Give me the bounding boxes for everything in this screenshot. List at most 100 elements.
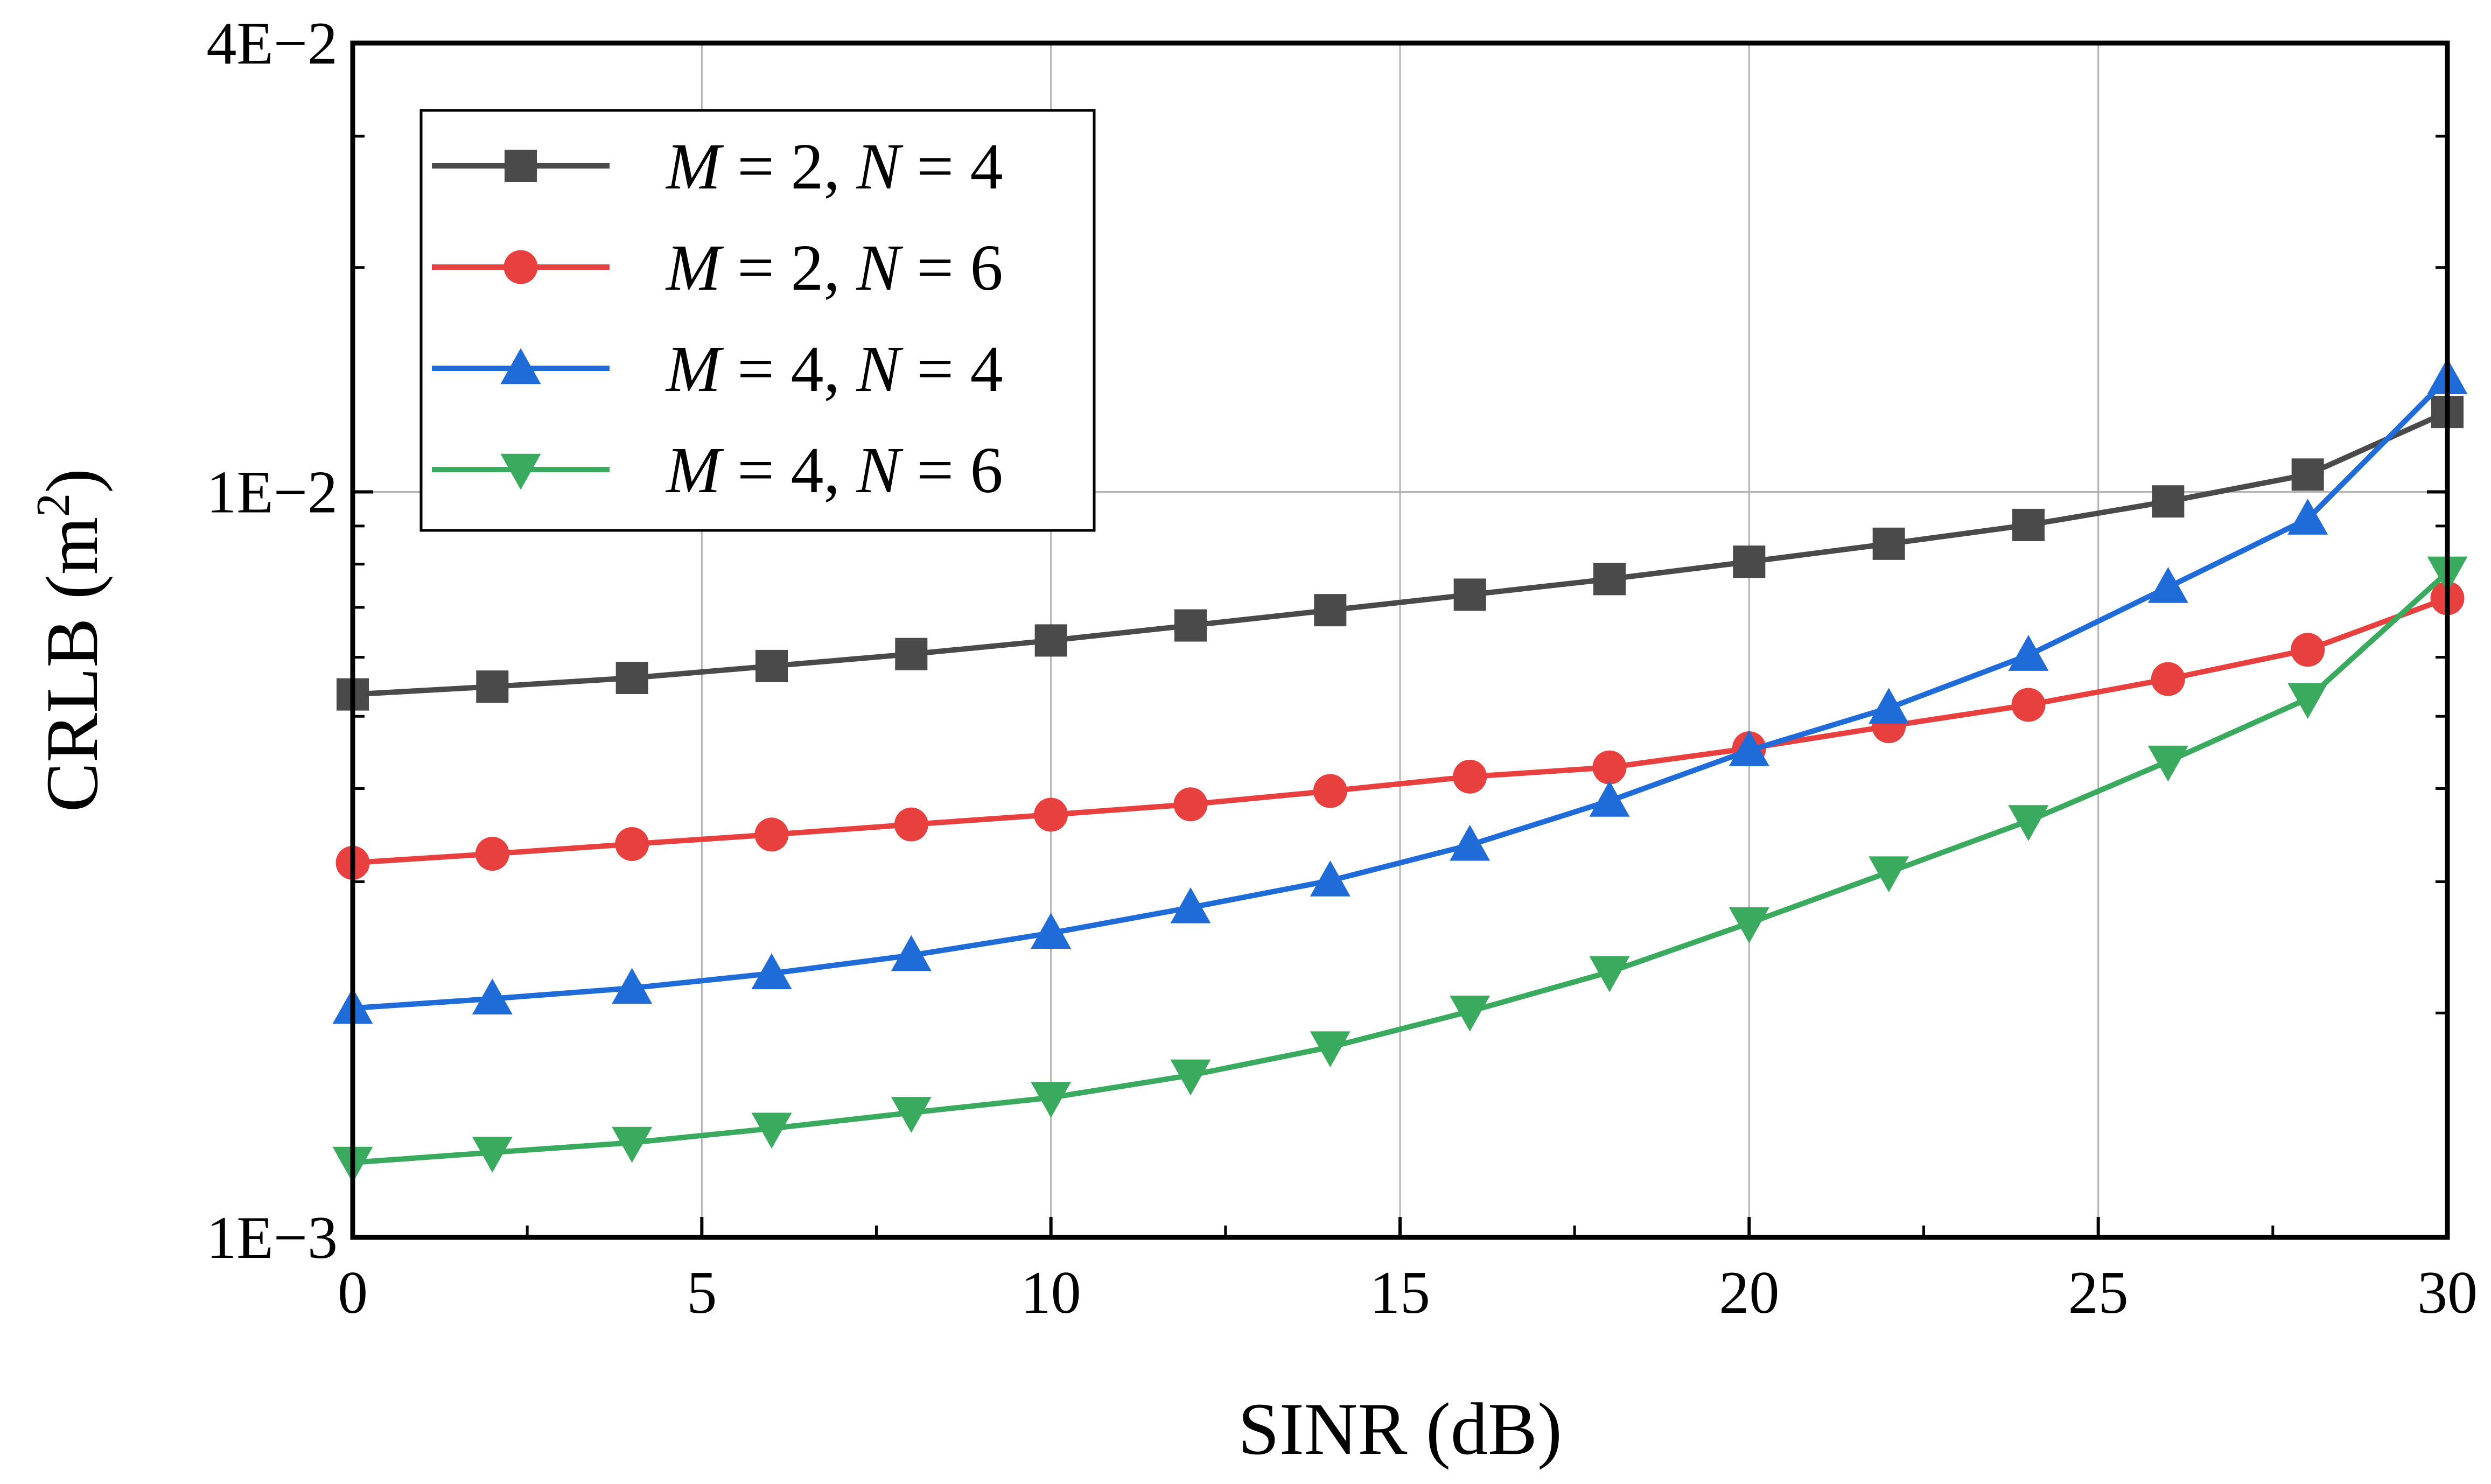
series-2-point (1592, 750, 1627, 785)
series-1-point (2012, 508, 2045, 541)
plot-frame (350, 40, 2450, 1240)
series-1-point (1034, 624, 1067, 657)
legend-swatch-marker-3 (500, 348, 541, 384)
series-2-point (1173, 787, 1208, 822)
label-layer: 0 5 10 15 20 25 30 1E−3 1E−2 4E−2 (206, 10, 2478, 1326)
series-1-point (1314, 594, 1347, 627)
series-4-point (472, 1136, 513, 1173)
series-1-point (1453, 578, 1486, 611)
series-3-point (1310, 860, 1351, 897)
series-4-point (612, 1126, 653, 1163)
series-4-point (1869, 856, 1909, 893)
series-4-point (2147, 745, 2188, 782)
y-tick-label: 1E−2 (206, 459, 338, 526)
series-4-point (751, 1112, 792, 1149)
y-tick-label: 1E−3 (206, 1205, 338, 1271)
series-3-point (1450, 824, 1491, 861)
series-4-point (1310, 1031, 1351, 1068)
series-3-point (751, 953, 792, 989)
x-axis-title: SINR (dB) (1238, 1388, 1562, 1470)
legend-n-var: N (856, 232, 904, 304)
y-axis-title-main: CRLB (m (31, 517, 113, 812)
series-1-point (1593, 563, 1626, 596)
series-1-line (352, 409, 2449, 697)
series-3-point (2287, 499, 2328, 535)
legend-m-var: M (665, 434, 724, 507)
series-3-line (352, 376, 2450, 1011)
y-axis-title-close: ) (31, 468, 113, 493)
legend-n-value: = 4 (900, 130, 1003, 203)
legend-m-value: = 2, (721, 232, 857, 304)
series-2-point (2011, 688, 2046, 722)
y-axis-title-superscript: 2 (27, 493, 80, 517)
series-2-point (1453, 759, 1487, 794)
series-4-line (352, 570, 2450, 1166)
series-4-point (1729, 907, 1769, 943)
legend-m-var: M (665, 333, 724, 405)
legend-m-value: = 4, (721, 434, 857, 507)
series-2-point (615, 827, 649, 862)
series-3-point (2147, 567, 2188, 603)
legend-swatch-marker-1 (505, 150, 537, 182)
series-1-point (2152, 485, 2185, 518)
legend-entry-3: M = 4, N = 4 (665, 333, 1003, 405)
y-tick-label: 4E−2 (206, 10, 338, 77)
series-2-point (2291, 633, 2325, 667)
legend-entry-1: M = 2, N = 4 (665, 130, 1003, 203)
series-1-point (895, 638, 928, 670)
x-tick-label-15: 15 (1370, 1259, 1430, 1326)
series-4-point (2287, 683, 2328, 719)
series-3-point (612, 968, 653, 1004)
series-1-point (1872, 527, 1905, 560)
series-2-point (1313, 774, 1347, 808)
series-1 (337, 396, 2464, 711)
series-2-line (352, 596, 2448, 866)
legend: M = 2, N = 4M = 2, N = 6M = 4, N = 4M = … (419, 109, 1096, 532)
series-4-point (1170, 1059, 1211, 1096)
legend-m-var: M (665, 130, 724, 203)
series-3-point (2008, 635, 2049, 671)
series-1-point (1733, 545, 1766, 578)
series-3-point (891, 935, 932, 971)
x-tick-label-25: 25 (2068, 1259, 2129, 1326)
legend-entry-2: M = 2, N = 6 (665, 232, 1003, 304)
legend-swatch-marker-2 (503, 250, 538, 284)
legend-n-var: N (856, 333, 904, 405)
series-1-point (615, 661, 648, 694)
legend-m-value: = 2, (721, 130, 857, 203)
legend-swatch-marker-4 (500, 453, 541, 490)
series-2-point (2151, 662, 2185, 696)
x-tick-label-30: 30 (2417, 1259, 2478, 1326)
legend-n-value: = 6 (900, 232, 1003, 304)
series-2 (335, 581, 2465, 880)
series-2-point (475, 837, 509, 871)
series-2-point (894, 807, 928, 842)
series-1-point (2291, 458, 2324, 491)
series-4-point (1589, 956, 1630, 992)
series-2-point (1034, 797, 1068, 832)
legend-n-value: = 4 (900, 333, 1003, 405)
series-2-point (754, 817, 789, 852)
legend-n-var: N (856, 434, 904, 507)
series-3-point (1729, 730, 1769, 766)
series-4 (332, 556, 2468, 1183)
legend-m-value: = 4, (721, 333, 857, 405)
series-1-point (476, 670, 509, 703)
series-4-point (1031, 1082, 1072, 1118)
series-4-point (2008, 805, 2049, 841)
series-3-point (1869, 688, 1909, 724)
series-1-point (755, 649, 788, 682)
legend-n-var: N (856, 130, 904, 203)
y-axis-title: CRLB (m2) (27, 468, 113, 812)
legend-n-value: = 6 (900, 434, 1003, 507)
series-3-point (1170, 887, 1211, 923)
series-3-point (1589, 780, 1630, 817)
series-3-point (1031, 913, 1072, 949)
series-3-point (472, 978, 513, 1015)
series-4-point (891, 1097, 932, 1133)
x-tick-label-10: 10 (1021, 1259, 1081, 1326)
series-4-point (1450, 995, 1491, 1032)
legend-entry-4: M = 4, N = 6 (665, 434, 1003, 507)
x-tick-label-5: 5 (687, 1259, 717, 1326)
